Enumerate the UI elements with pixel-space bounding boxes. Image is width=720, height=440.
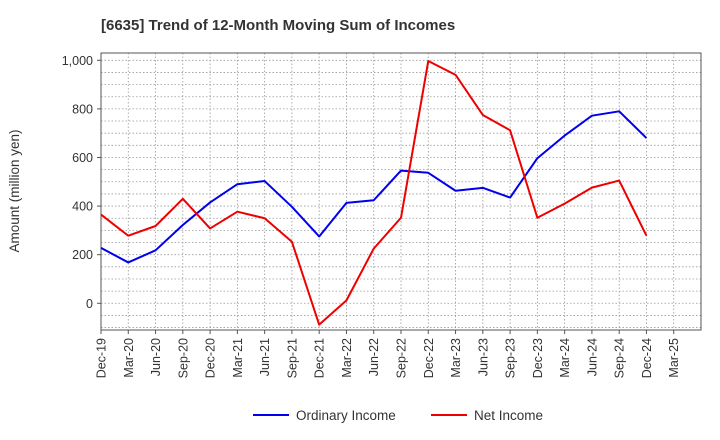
x-tick-label: Dec-20 [204, 338, 218, 378]
y-axis-ticks: 0 200 400 600 800 1,000 [62, 54, 101, 311]
x-tick-label: Sep-21 [285, 338, 299, 378]
legend: Ordinary Income Net Income [253, 408, 543, 423]
x-axis-ticks: Dec-19 Mar-20 Jun-20 Sep-20 Dec-20 Mar-21 Jun-… [95, 330, 681, 378]
x-tick-label: Sep-24 [613, 338, 627, 378]
x-tick-label: Dec-24 [640, 338, 654, 378]
y-axis-label: Amount (million yen) [7, 129, 22, 252]
legend-label: Net Income [474, 408, 543, 423]
x-tick-label: Sep-22 [395, 338, 409, 378]
y-tick-label: 800 [72, 102, 93, 116]
y-tick-label: 1,000 [62, 54, 93, 68]
x-tick-label: Mar-20 [122, 338, 136, 378]
x-tick-label: Dec-21 [313, 338, 327, 378]
x-tick-label: Sep-20 [176, 338, 190, 378]
x-tick-label: Jun-20 [149, 338, 163, 376]
x-tick-label: Sep-23 [504, 338, 518, 378]
series-line-net-income [100, 60, 648, 326]
x-tick-label: Jun-22 [367, 338, 381, 376]
x-tick-label: Dec-23 [531, 338, 545, 378]
x-tick-label: Dec-19 [95, 338, 109, 378]
x-tick-label: Dec-22 [422, 338, 436, 378]
x-tick-label: Mar-23 [449, 338, 463, 378]
x-tick-label: Mar-22 [340, 338, 354, 378]
x-tick-label: Jun-21 [258, 338, 272, 376]
x-tick-label: Mar-25 [667, 338, 681, 378]
y-tick-label: 400 [72, 200, 93, 214]
x-tick-label: Jun-23 [476, 338, 490, 376]
x-tick-label: Jun-24 [585, 338, 599, 376]
x-tick-label: Mar-24 [558, 338, 572, 378]
x-tick-label: Mar-21 [231, 338, 245, 378]
y-tick-label: 0 [86, 297, 93, 311]
legend-label: Ordinary Income [296, 408, 396, 423]
grid [101, 53, 701, 330]
y-tick-label: 200 [72, 248, 93, 262]
y-tick-label: 600 [72, 151, 93, 165]
series [100, 60, 648, 326]
chart-title: [6635] Trend of 12-Month Moving Sum of I… [101, 17, 455, 34]
series-line-ordinary-income [100, 110, 648, 264]
